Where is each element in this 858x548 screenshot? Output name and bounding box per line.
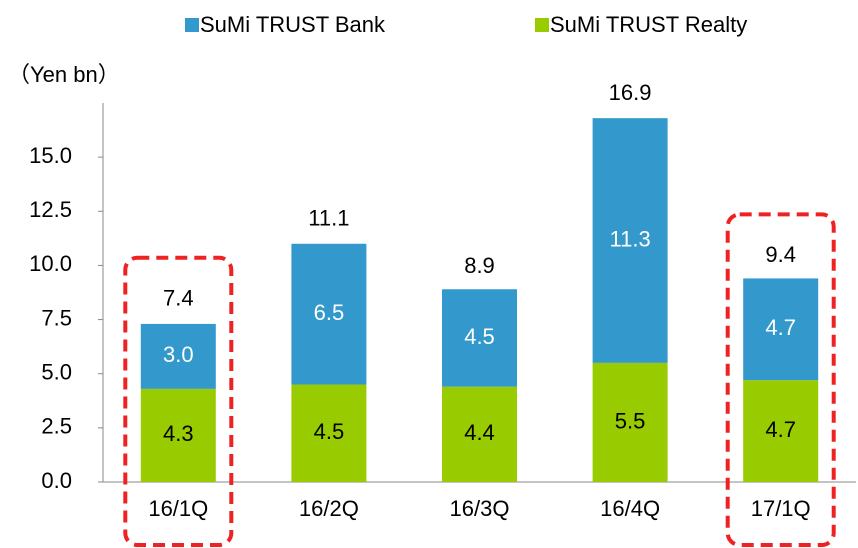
y-tick-label: 0.0 [41, 468, 72, 493]
y-axis-label: （Yen bn） [8, 62, 120, 87]
y-tick-label: 10.0 [29, 251, 72, 276]
x-tick-label: 16/1Q [148, 496, 208, 521]
data-label: 4.5 [464, 324, 495, 349]
highlight-box [123, 255, 234, 547]
x-tick-label: 17/1Q [751, 496, 811, 521]
data-label: 11.3 [610, 226, 651, 251]
data-label: 3.0 [163, 342, 194, 367]
bar-segment [291, 243, 367, 385]
y-tick-label: 7.5 [41, 305, 72, 330]
total-label: 11.1 [308, 205, 349, 230]
bar-segment [442, 289, 517, 387]
x-tick-label: 16/2Q [299, 496, 359, 521]
bar-segment [140, 323, 216, 389]
bar-segment [592, 118, 668, 363]
data-label: 6.5 [314, 300, 345, 325]
bar-segment [592, 362, 668, 482]
bar-segment [442, 386, 517, 482]
x-tick-label: 16/4Q [600, 496, 660, 521]
bar-segment [140, 388, 216, 482]
data-label: 4.5 [314, 419, 345, 444]
legend-swatch [535, 18, 549, 32]
legend-label: SuMi TRUST Bank [200, 12, 386, 37]
highlight-box [725, 212, 836, 547]
x-tick-label: 16/3Q [450, 496, 510, 521]
data-label: 4.7 [765, 315, 796, 340]
y-tick-label: 2.5 [41, 414, 72, 439]
data-label: 4.3 [163, 421, 194, 446]
y-tick-label: 5.0 [41, 360, 72, 385]
legend-label: SuMi TRUST Realty [550, 12, 747, 37]
data-label: 4.7 [765, 417, 796, 442]
data-label: 4.4 [464, 420, 495, 445]
bar-segment [291, 384, 367, 482]
y-tick-label: 12.5 [29, 197, 72, 222]
total-label: 16.9 [609, 80, 652, 105]
data-label: 5.5 [615, 408, 646, 433]
legend-swatch [185, 18, 199, 32]
total-label: 8.9 [464, 253, 495, 278]
y-tick-label: 15.0 [29, 143, 72, 168]
bar-segment [743, 278, 819, 381]
total-label: 7.4 [163, 286, 194, 311]
bar-segment [743, 380, 819, 482]
total-label: 9.4 [765, 242, 796, 267]
